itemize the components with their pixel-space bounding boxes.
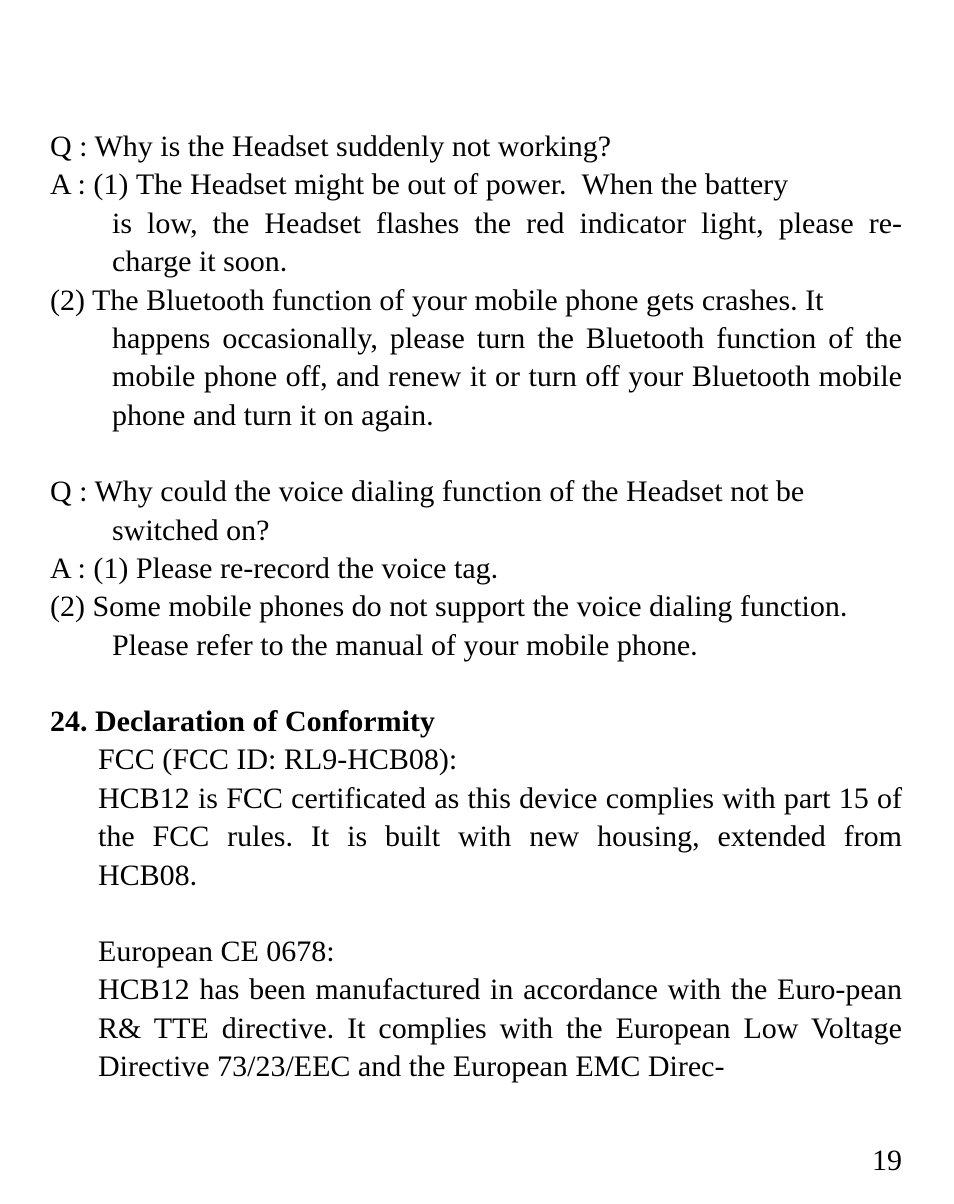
question-2-cont: switched on? bbox=[50, 512, 902, 550]
answer-1-lead-label: A : (1) bbox=[50, 166, 136, 204]
ce-label: European CE 0678: bbox=[50, 933, 902, 971]
qa-block-1: Q : Why is the Headset suddenly not work… bbox=[50, 128, 902, 435]
page-number: 19 bbox=[872, 1142, 902, 1180]
question-2: Q : Why could the voice dialing function… bbox=[50, 473, 902, 511]
fcc-label: FCC (FCC ID: RL9-HCB08): bbox=[50, 741, 902, 779]
answer-1-part2-cont: happens occasionally, please turn the Bl… bbox=[50, 320, 902, 435]
qa-block-2: Q : Why could the voice dialing function… bbox=[50, 473, 902, 665]
answer-2-part2-cont: Please refer to the manual of your mobil… bbox=[50, 627, 902, 665]
answer-1-part1: A : (1) The Headset might be out of powe… bbox=[50, 166, 902, 204]
answer-1-part2-lead: (2) The Bluetooth function of your mobil… bbox=[50, 282, 902, 320]
ce-body: HCB12 has been manufactured in accordanc… bbox=[50, 971, 902, 1086]
question-1: Q : Why is the Headset suddenly not work… bbox=[50, 128, 902, 166]
answer-1-cont: is low, the Headset flashes the red indi… bbox=[50, 205, 902, 282]
fcc-body: HCB12 is FCC certificated as this device… bbox=[50, 780, 902, 895]
answer-1-lead-body: The Headset might be out of power. When … bbox=[50, 166, 902, 204]
section-declaration: 24. Declaration of Conformity FCC (FCC I… bbox=[50, 703, 902, 1087]
section-heading: 24. Declaration of Conformity bbox=[50, 703, 902, 741]
document-page: Q : Why is the Headset suddenly not work… bbox=[0, 0, 954, 1204]
answer-2-part2-lead: (2) Some mobile phones do not support th… bbox=[50, 588, 902, 626]
answer-2-part1: A : (1) Please re-record the voice tag. bbox=[50, 550, 902, 588]
spacer bbox=[50, 895, 902, 933]
